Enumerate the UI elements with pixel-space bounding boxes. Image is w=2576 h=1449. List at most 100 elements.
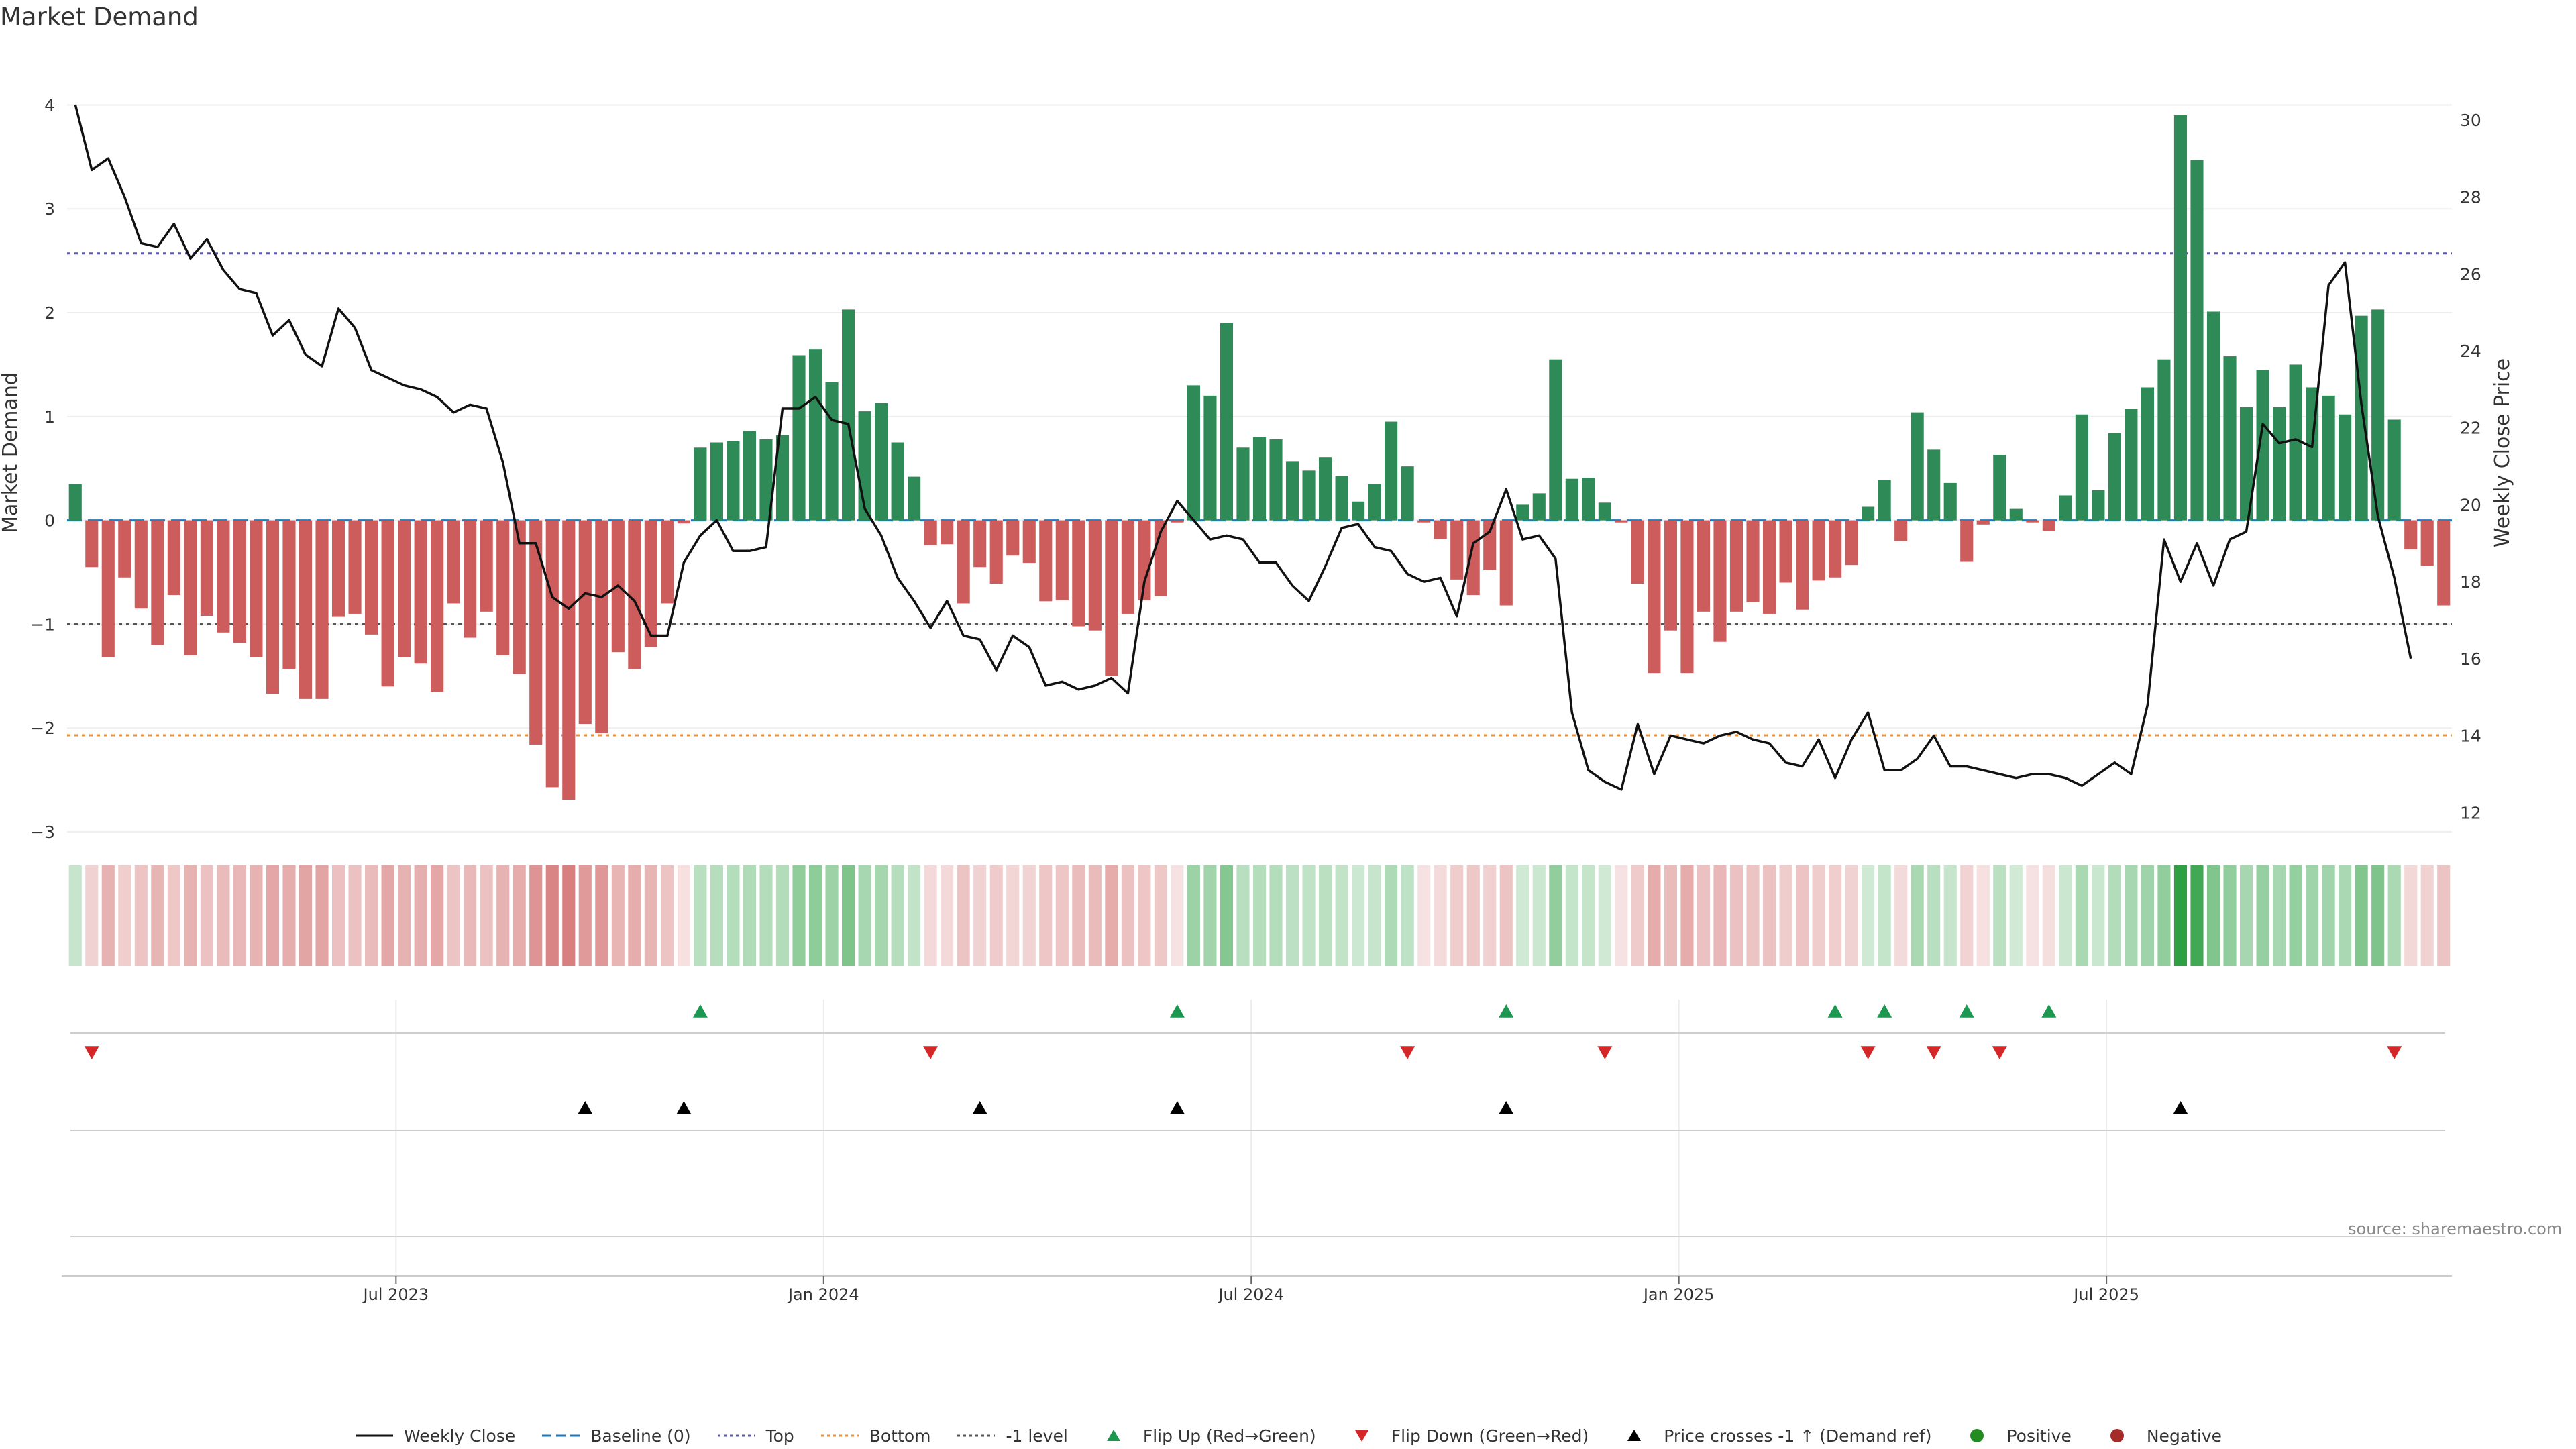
demand-bar (1549, 359, 1562, 521)
heat-cell (348, 865, 362, 966)
heat-cell (1302, 865, 1316, 966)
demand-bar (1829, 520, 1842, 578)
legend-item-neg1: -1 level (956, 1426, 1068, 1446)
y-tick-label: −3 (30, 822, 55, 842)
y-tick-label: 4 (44, 95, 55, 115)
demand-bar (1220, 323, 1234, 521)
heat-cell (233, 865, 246, 966)
demand-bar (1845, 520, 1858, 566)
demand-bar (1319, 457, 1332, 521)
demand-bar (1746, 520, 1760, 602)
heat-cell (1434, 865, 1447, 966)
demand-bar (414, 520, 427, 664)
heat-cell (1006, 865, 1020, 966)
flip-down-marker (1400, 1046, 1415, 1059)
heat-cell (398, 865, 411, 966)
top-legend-icon (717, 1434, 755, 1437)
heat-cell (808, 865, 822, 966)
demand-bar (1796, 520, 1809, 610)
heat-cell (464, 865, 477, 966)
demand-bar (151, 520, 164, 645)
demand-bar (2206, 311, 2220, 521)
demand-bar (1203, 395, 1217, 521)
legend-label: Negative (2146, 1426, 2222, 1446)
y2-tick-label: 18 (2460, 572, 2481, 592)
y-axis-title: Market Demand (0, 372, 22, 533)
heat-cell (1829, 865, 1842, 966)
flip-up-marker (1959, 1004, 1974, 1018)
flip-down-marker (1860, 1046, 1876, 1059)
heat-cell (792, 865, 806, 966)
heat-cell (759, 865, 773, 966)
heat-cell (924, 865, 937, 966)
heat-cell (1385, 865, 1398, 966)
heat-cell (1729, 865, 1743, 966)
demand-bar (759, 439, 773, 521)
heat-cell (2223, 865, 2237, 966)
heat-cell (2157, 865, 2171, 966)
heat-cell (2125, 865, 2138, 966)
y-tick-label: 2 (44, 303, 55, 323)
demand-bar (184, 520, 197, 655)
demand-bar (2355, 315, 2368, 521)
legend-label: Baseline (0) (590, 1426, 691, 1446)
y2-tick-label: 20 (2460, 495, 2481, 515)
demand-bar (1302, 470, 1316, 521)
demand-bar (217, 520, 230, 633)
demand-bar (1598, 502, 1611, 521)
heat-cell (331, 865, 345, 966)
x-tick-label: Jul 2025 (2072, 1285, 2139, 1304)
demand-bar (1960, 520, 1974, 562)
heat-cell (1911, 865, 1924, 966)
close-legend-icon (355, 1434, 393, 1437)
heat-cell (562, 865, 576, 966)
heat-cell (1697, 865, 1711, 966)
weekly-close-line (74, 104, 2412, 791)
heat-cell (1960, 865, 1974, 966)
gridlines (67, 104, 2452, 833)
chart-title: Market Demand (0, 3, 199, 32)
demand-bar (1105, 520, 1118, 676)
y-tick-label: 3 (44, 199, 55, 219)
demand-bar (1862, 506, 1875, 521)
demand-bar (1466, 520, 1480, 596)
demand-bar (85, 520, 99, 568)
heat-cell (529, 865, 543, 966)
price-cross-marker (1499, 1101, 1514, 1114)
legend-item-bottom: Bottom (820, 1426, 930, 1446)
demand-bar (1252, 437, 1267, 521)
demand-bar (941, 520, 954, 545)
demand-bar (1516, 504, 1529, 521)
y2-tick-label: 30 (2460, 111, 2481, 130)
demand-bar (1680, 520, 1694, 674)
demand-bar (2420, 520, 2434, 566)
heat-cell (217, 865, 230, 966)
demand-bar (315, 520, 329, 699)
legend-item-top: Top (716, 1426, 794, 1446)
heat-cell (1565, 865, 1578, 966)
heat-cell (447, 865, 460, 966)
axes: 4 3 2 1 0 −1 −2 −3 30 28 26 24 22 20 18 16 14 12 Market De… (0, 95, 2514, 842)
flip-up-marker (2041, 1004, 2057, 1018)
demand-bar (1664, 520, 1677, 631)
demand-bar (2174, 115, 2188, 521)
neg1-legend-icon (957, 1434, 996, 1437)
demand-bar (908, 476, 921, 521)
heat-cell (989, 865, 1003, 966)
heat-cell (1713, 865, 1727, 966)
demand-bar (808, 349, 822, 521)
demand-bar (2125, 409, 2138, 521)
x-axis: Jul 2023 Jan 2024 Jul 2024 Jan 2025 Jul 2025 (62, 1275, 2452, 1304)
demand-bar (1615, 520, 1628, 523)
demand-bar (1631, 520, 1644, 584)
demand-bar (480, 520, 493, 612)
demand-bar (1072, 520, 1085, 627)
heat-cell (957, 865, 970, 966)
y2-tick-label: 12 (2460, 803, 2481, 822)
demand-bar (1236, 447, 1250, 521)
demand-bar (2075, 414, 2088, 521)
demand-bars (68, 115, 2451, 800)
heat-cell (1022, 865, 1036, 966)
demand-bar (282, 520, 296, 669)
